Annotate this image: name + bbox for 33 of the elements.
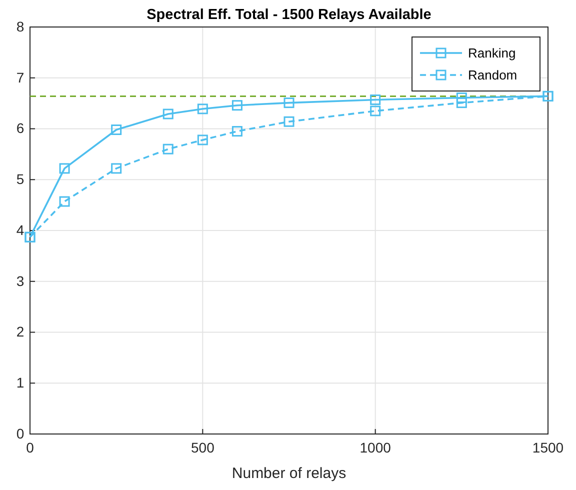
y-tick-label: 5 (16, 171, 24, 188)
y-tick-label: 0 (16, 425, 24, 442)
point (232, 100, 242, 111)
y-tick-label: 8 (16, 18, 24, 34)
y-tick-label: 7 (16, 69, 24, 86)
y-tick-label: 2 (16, 324, 24, 340)
point (370, 94, 381, 105)
legend-label: Ranking (468, 46, 516, 60)
y-tick-label: 6 (16, 120, 24, 136)
point (59, 163, 70, 174)
point (370, 106, 381, 116)
x-tick-label: 0 (26, 439, 34, 456)
point (111, 163, 122, 174)
x-axis-title: Number of relays (232, 465, 346, 482)
point (197, 134, 208, 146)
point (111, 124, 122, 136)
legend-label: Random (468, 68, 518, 82)
x-tick-label: 1500 (532, 439, 564, 456)
point (284, 98, 294, 108)
x-tick-label: 1000 (360, 439, 392, 456)
point (197, 104, 208, 114)
x-tick-label: 500 (190, 439, 215, 456)
chart-title: Spectral Eff. Total - 1500 Relays Available (146, 7, 432, 23)
point (456, 92, 467, 103)
point (162, 144, 174, 154)
point (284, 116, 294, 127)
y-tick-label: 4 (16, 222, 24, 238)
y-tick-label: 3 (16, 272, 24, 289)
point (59, 196, 70, 207)
point (162, 108, 174, 120)
point (232, 126, 242, 137)
y-tick-label: 1 (16, 374, 24, 391)
point (456, 98, 467, 108)
